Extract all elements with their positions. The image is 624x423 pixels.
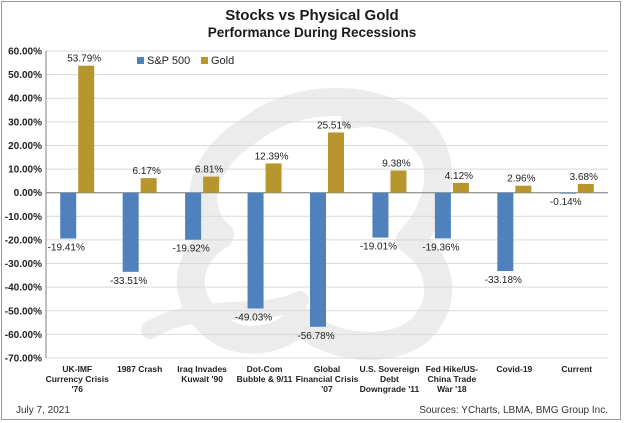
gold-data-label: 53.79% xyxy=(67,54,101,65)
x-category-label: Covid-19 xyxy=(496,364,532,374)
gold-bar xyxy=(140,178,157,193)
y-tick-label: -20.00% xyxy=(5,235,42,246)
gold-bar xyxy=(203,176,220,193)
x-category-label: Debt xyxy=(380,374,399,384)
x-category-label: Fed Hike/US- xyxy=(426,364,479,374)
x-category-label: UK-IMF xyxy=(62,364,92,374)
sp500-data-label: -19.01% xyxy=(360,242,397,253)
data-labels: -19.41% 53.79% -33.51% 6.17% -19.92% 6.81% -49… xyxy=(48,54,598,342)
gold-bar xyxy=(515,185,532,193)
x-category-label: U.S. Sovereign xyxy=(359,364,419,374)
gold-data-label: 6.17% xyxy=(132,166,160,177)
gold-data-label: 6.81% xyxy=(195,165,223,176)
legend: S&P 500 Gold xyxy=(137,55,234,67)
chart-title: Stocks vs Physical Gold xyxy=(225,7,399,24)
sp500-bar xyxy=(122,192,139,272)
sp500-data-label: -49.03% xyxy=(235,312,272,323)
x-category-label: War '18 xyxy=(437,384,467,394)
x-category-label: Iraq Invades xyxy=(177,364,227,374)
sp500-bar xyxy=(372,192,389,238)
legend-label-gold: Gold xyxy=(211,55,234,67)
x-category-label: Global xyxy=(314,364,340,374)
y-tick-label: 50.00% xyxy=(8,70,42,81)
x-category-label: Currency Crisis xyxy=(46,374,110,384)
sp500-data-label: -56.78% xyxy=(297,331,334,342)
x-category-label: Downgrade '11 xyxy=(360,384,420,394)
gold-bar xyxy=(577,184,594,193)
x-category-label: '76 xyxy=(71,384,83,394)
chart-subtitle: Performance During Recessions xyxy=(207,25,417,40)
x-category-label: Bubble & 9/11 xyxy=(237,374,293,384)
gold-bar xyxy=(265,163,282,193)
sp500-bar xyxy=(247,192,264,309)
x-category-label: 1987 Crash xyxy=(117,364,162,374)
footer-sources: Sources: YCharts, LBMA, BMG Group Inc. xyxy=(419,405,608,416)
legend-swatch-gold xyxy=(201,57,208,64)
y-tick-label: -30.00% xyxy=(5,259,42,270)
watermark-stroke xyxy=(141,109,449,339)
sp500-data-label: -19.92% xyxy=(172,244,209,255)
gold-bar xyxy=(390,170,407,193)
sp500-bar xyxy=(60,192,77,239)
gold-data-label: 12.39% xyxy=(255,151,289,162)
y-tick-label: 30.00% xyxy=(8,117,42,128)
sp500-data-label: -0.14% xyxy=(550,197,582,208)
y-tick-label: -10.00% xyxy=(5,212,42,223)
sp500-bar xyxy=(497,192,514,272)
footer-date: July 7, 2021 xyxy=(16,405,70,416)
sp500-bar xyxy=(434,192,451,239)
gold-data-label: 25.51% xyxy=(317,120,351,131)
y-tick-label: -50.00% xyxy=(5,306,42,317)
legend-swatch-sp500 xyxy=(137,57,144,64)
x-category-label: Kuwait '90 xyxy=(181,374,223,384)
gold-bar xyxy=(328,132,344,193)
y-tick-label: -40.00% xyxy=(5,283,42,294)
x-category-label: Dot-Com xyxy=(247,364,283,374)
watermark-logo xyxy=(141,87,453,360)
y-tick-label: 40.00% xyxy=(8,94,42,105)
gold-data-label: 3.68% xyxy=(570,172,598,183)
gold-data-label: 2.96% xyxy=(507,174,535,185)
x-category-label: China Trade xyxy=(428,374,477,384)
sp500-data-label: -19.41% xyxy=(48,243,85,254)
sp500-bar xyxy=(185,192,202,240)
x-category-label: Current xyxy=(561,364,592,374)
y-tick-label: -60.00% xyxy=(5,330,42,341)
x-category-label: Financial Crisis xyxy=(296,374,359,384)
y-tick-label: 20.00% xyxy=(8,141,42,152)
sp500-data-label: -19.36% xyxy=(422,242,459,253)
y-tick-label: 10.00% xyxy=(8,165,42,176)
sp500-data-label: -33.51% xyxy=(110,276,147,287)
sp500-bar xyxy=(559,192,576,194)
y-tick-label: 0.00% xyxy=(14,188,42,199)
grid-lines xyxy=(46,50,608,359)
watermark-shape xyxy=(176,87,453,360)
bars xyxy=(60,65,594,327)
sp500-bar xyxy=(310,192,326,327)
gold-data-label: 9.38% xyxy=(382,159,410,170)
x-category-label: '07 xyxy=(321,384,333,394)
y-tick-label: 60.00% xyxy=(8,47,42,58)
gold-bar xyxy=(78,65,95,193)
legend-label-sp500: S&P 500 xyxy=(147,55,190,67)
gold-bar xyxy=(452,182,469,193)
y-axis: 60.00% 50.00% 40.00% 30.00% 20.00% 10.00% 0.00… xyxy=(5,47,47,365)
sp500-data-label: -33.18% xyxy=(485,275,522,286)
gold-data-label: 4.12% xyxy=(445,171,473,182)
y-tick-label: -70.00% xyxy=(5,354,42,365)
